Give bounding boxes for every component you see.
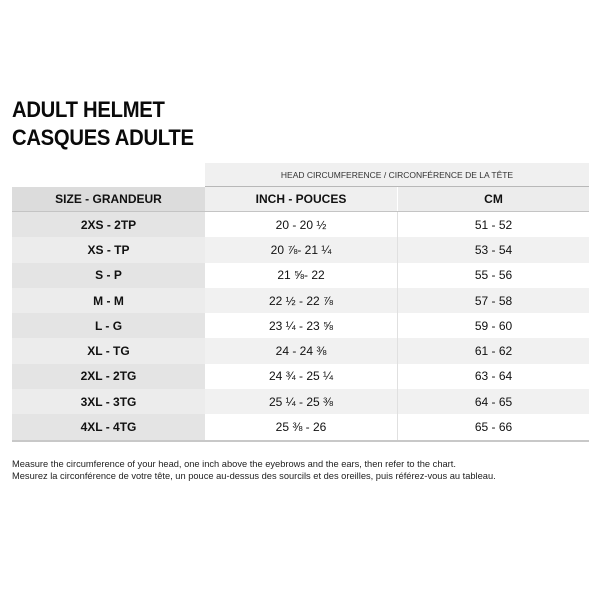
- size-cell: XS - TP: [12, 237, 205, 263]
- table-row: 2XS - 2TP 20 - 20 ½ 51 - 52: [12, 211, 589, 238]
- cm-cell: 63 - 64: [474, 369, 513, 384]
- title-english: ADULT HELMET: [12, 97, 165, 122]
- note-english: Measure the circumference of your head, …: [12, 459, 456, 469]
- size-cell: 4XL - 4TG: [12, 414, 205, 442]
- cm-cell: 57 - 58: [397, 287, 589, 314]
- note-french: Mesurez la circonférence de votre tête, …: [12, 471, 496, 481]
- group-header: HEAD CIRCUMFERENCE / CIRCONFÉRENCE DE LA…: [205, 163, 589, 187]
- cm-cell: 65 - 66: [397, 414, 589, 442]
- cm-cell: 59 - 60: [474, 318, 513, 333]
- size-table: SIZE - GRANDEUR INCH - POUCES CM 2XS - 2…: [12, 187, 589, 442]
- header-row: SIZE - GRANDEUR INCH - POUCES CM: [12, 187, 589, 212]
- inch-cell: 21 ⅝- 22: [205, 262, 398, 288]
- page-title: ADULT HELMET CASQUES ADULTE: [12, 96, 209, 152]
- column-header-size: SIZE - GRANDEUR: [12, 187, 205, 212]
- table-row: 2XL - 2TG 24 ¾ - 25 ¼ 63 - 64: [12, 363, 589, 390]
- inch-cell: 25 ¼ - 25 ⅜: [205, 389, 398, 415]
- cm-cell: 61 - 62: [397, 338, 589, 364]
- inch-cell: 20 - 20 ½: [205, 211, 398, 238]
- size-cell: 2XL - 2TG: [12, 363, 205, 390]
- size-cell: S - P: [12, 262, 205, 288]
- size-cell: 2XS - 2TP: [12, 211, 205, 238]
- table-row: XL - TG 24 - 24 ⅜ 61 - 62: [12, 338, 589, 364]
- cm-cell: 53 - 54: [397, 237, 589, 263]
- inch-cell: 20 ⅞- 21 ¼: [205, 237, 398, 263]
- inch-cell: 22 ½ - 22 ⅞: [205, 287, 398, 314]
- inch-cell: 25 ⅜ - 26: [205, 414, 398, 442]
- measurement-instructions: Measure the circumference of your head, …: [12, 458, 496, 482]
- title-french: CASQUES ADULTE: [12, 125, 194, 150]
- inch-cell: 23 ¼ - 23 ⅝: [205, 313, 398, 339]
- column-header-cm: CM: [397, 187, 589, 212]
- table-row: 3XL - 3TG 25 ¼ - 25 ⅜ 64 - 65: [12, 389, 589, 415]
- column-header-inch: INCH - POUCES: [205, 187, 398, 212]
- inch-cell: 24 - 24 ⅜: [205, 338, 398, 364]
- cm-cell: 55 - 56: [474, 268, 513, 283]
- size-cell: XL - TG: [12, 338, 205, 364]
- table-row: 4XL - 4TG 25 ⅜ - 26 65 - 66: [12, 414, 589, 442]
- table-row: XS - TP 20 ⅞- 21 ¼ 53 - 54: [12, 237, 589, 263]
- cm-cell: 51 - 52: [474, 217, 513, 232]
- table-row: M - M 22 ½ - 22 ⅞ 57 - 58: [12, 287, 589, 314]
- inch-cell: 24 ¾ - 25 ¼: [205, 363, 398, 390]
- cm-cell: 64 - 65: [397, 389, 589, 415]
- size-cell: 3XL - 3TG: [12, 389, 205, 415]
- size-cell: M - M: [12, 287, 205, 314]
- table-row: S - P 21 ⅝- 22 55 - 56: [12, 262, 589, 288]
- size-cell: L - G: [12, 313, 205, 339]
- table-row: L - G 23 ¼ - 23 ⅝ 59 - 60: [12, 313, 589, 339]
